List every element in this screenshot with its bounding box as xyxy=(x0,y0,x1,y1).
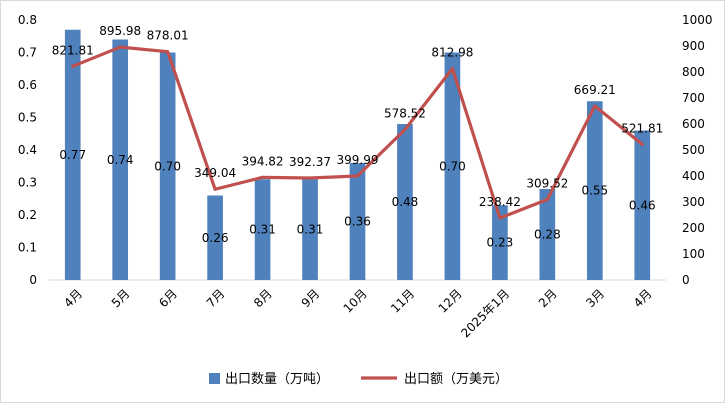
line-point xyxy=(356,174,359,178)
y-right-tick-label: 500 xyxy=(682,143,705,157)
bar xyxy=(586,101,603,280)
y-right-tick-label: 0 xyxy=(682,273,690,287)
line-data-label: 392.37 xyxy=(289,155,331,169)
y-right-tick-label: 1000 xyxy=(682,13,713,27)
y-right-tick-label: 400 xyxy=(682,169,705,183)
line-point xyxy=(640,142,644,146)
bar xyxy=(634,130,651,280)
line-data-label: 812.98 xyxy=(431,46,473,60)
bar-data-label: 0.26 xyxy=(202,231,229,245)
line-point xyxy=(213,187,217,191)
bar-data-label: 0.74 xyxy=(107,153,134,167)
line-point xyxy=(118,45,122,49)
bar-data-label: 0.36 xyxy=(344,215,371,229)
line-data-label: 399.99 xyxy=(337,153,379,167)
y-left-tick-label: 0.5 xyxy=(18,111,37,125)
line-point xyxy=(403,128,407,132)
line-point xyxy=(261,175,265,179)
bar xyxy=(397,124,413,280)
bar-data-label: 0.31 xyxy=(249,223,276,237)
bar xyxy=(349,163,366,280)
y-left-tick-label: 0.1 xyxy=(18,241,37,255)
line-data-label: 669.21 xyxy=(574,83,616,97)
line-data-label: 238.42 xyxy=(479,195,521,209)
y-right-tick-label: 100 xyxy=(682,247,705,261)
line-point xyxy=(71,64,75,68)
bar xyxy=(302,179,318,280)
y-right-tick-label: 800 xyxy=(682,65,705,79)
legend-label-bar: 出口数量（万吨） xyxy=(225,372,329,387)
line-point xyxy=(593,104,597,108)
y-left-tick-label: 0.6 xyxy=(18,78,37,92)
bar-data-label: 0.23 xyxy=(487,236,514,250)
x-tick-label: 6月 xyxy=(156,286,180,310)
bar xyxy=(539,189,556,280)
y-left-tick-label: 0 xyxy=(29,273,37,287)
y-right-tick-label: 300 xyxy=(682,195,705,209)
bar-data-label: 0.70 xyxy=(154,159,181,173)
x-tick-label: 7月 xyxy=(204,286,228,310)
data-labels: 0.77 0.74 0.70 0.26 0.31 0.31 0.36 0.48 0.70 0.23… xyxy=(52,24,664,250)
line-point xyxy=(545,198,549,202)
line-point xyxy=(498,216,502,220)
x-tick-label: 3月 xyxy=(583,286,607,310)
bar-data-label: 0.46 xyxy=(629,198,656,212)
legend: 出口数量（万吨） 出口额（万美元） xyxy=(209,372,508,387)
x-tick-label: 5月 xyxy=(109,286,133,310)
line-data-label: 895.98 xyxy=(99,24,141,38)
bar-data-label: 0.31 xyxy=(297,223,324,237)
y-right-tick-label: 600 xyxy=(682,117,705,131)
bar-series xyxy=(64,29,651,280)
y-right-tick-label: 900 xyxy=(682,39,705,53)
line-point xyxy=(166,50,170,54)
bar xyxy=(254,179,271,280)
x-tick-label: 4月 xyxy=(61,286,85,310)
bar-data-label: 0.77 xyxy=(59,148,86,162)
line-data-label: 309.52 xyxy=(526,177,568,191)
x-tick-label: 9月 xyxy=(299,286,323,310)
y-left-tick-label: 0.7 xyxy=(18,46,37,60)
line-data-label: 578.52 xyxy=(384,107,426,121)
x-tick-label: 10月 xyxy=(341,286,370,315)
x-tick-label: 11月 xyxy=(388,286,417,315)
legend-label-line: 出口额（万美元） xyxy=(404,372,508,387)
line-series xyxy=(71,45,644,220)
y-left-tick-label: 0.8 xyxy=(18,13,37,27)
line-data-label: 878.01 xyxy=(147,29,189,43)
x-tick-label: 2月 xyxy=(536,286,560,310)
bar-data-label: 0.55 xyxy=(581,184,608,198)
y-left-tick-label: 0.3 xyxy=(18,176,37,190)
bar-data-label: 0.28 xyxy=(534,228,561,242)
y-right-tick-label: 200 xyxy=(682,221,705,235)
bar xyxy=(112,39,129,280)
bar xyxy=(64,29,81,280)
bar-data-label: 0.48 xyxy=(392,195,419,209)
line-data-label: 349.04 xyxy=(194,166,236,180)
y-left-tick-label: 0.4 xyxy=(18,143,37,157)
x-tick-label: 8月 xyxy=(251,286,275,310)
line-point xyxy=(450,67,454,71)
legend-swatch-bar xyxy=(209,373,220,384)
line-point xyxy=(308,176,312,180)
y-right-tick-label: 700 xyxy=(682,91,705,105)
bar xyxy=(207,195,223,280)
x-tick-label: 4月 xyxy=(631,286,655,310)
x-tick-label: 2025年1月 xyxy=(458,286,512,340)
bar xyxy=(444,52,461,280)
line-data-label: 821.81 xyxy=(52,43,94,57)
bar xyxy=(159,52,176,280)
y-left-tick-label: 0.2 xyxy=(18,208,37,222)
line-data-label: 394.82 xyxy=(242,154,284,168)
x-tick-label: 12月 xyxy=(436,286,465,315)
bar xyxy=(492,205,508,280)
line-data-label: 521.81 xyxy=(621,121,663,135)
bar-data-label: 0.70 xyxy=(439,159,466,173)
